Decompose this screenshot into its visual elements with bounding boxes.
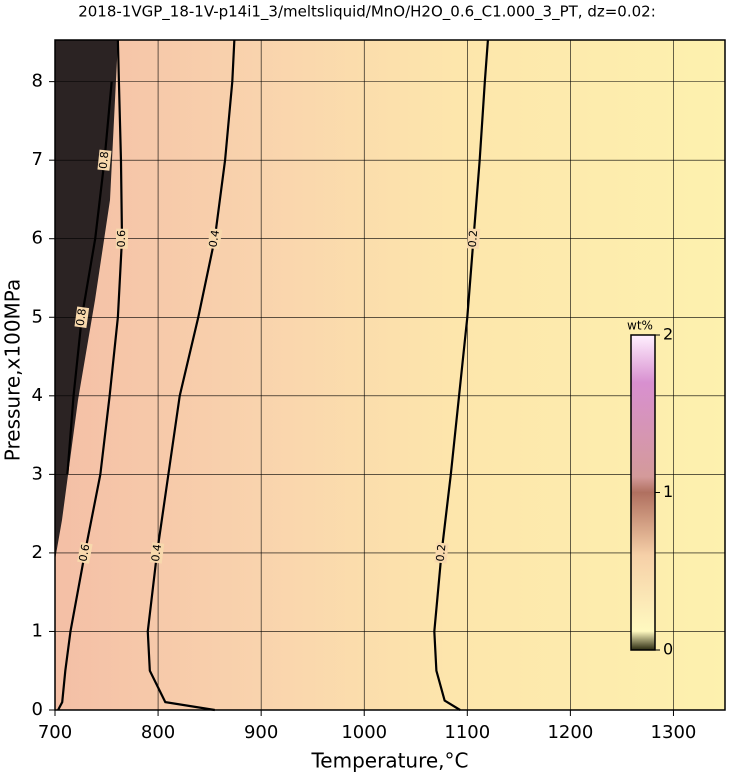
contour-label: 0.2 — [466, 228, 481, 250]
contour-label-text: 0.2 — [466, 229, 480, 247]
contour-label-bg — [207, 227, 223, 250]
contour-label-bg — [149, 542, 165, 564]
x-axis-label: Temperature,°C — [310, 749, 468, 773]
contour-label: 0.4 — [206, 227, 223, 250]
x-tick-label: 800 — [141, 722, 175, 743]
plot-area — [55, 40, 725, 710]
contour-line — [433, 39, 490, 711]
contour-label-bg — [466, 228, 481, 250]
contour-label-text: 0.8 — [74, 308, 89, 327]
y-tick-label: 4 — [32, 385, 43, 406]
y-tick-label: 3 — [32, 463, 43, 484]
contour-label-text: 0.4 — [149, 543, 164, 562]
contour-label: 0.2 — [434, 542, 449, 564]
x-tick-label: 700 — [38, 722, 72, 743]
contour-line — [57, 39, 124, 711]
x-tick-label: 1000 — [341, 722, 387, 743]
contour-label-bg — [97, 149, 112, 171]
y-tick-label: 7 — [32, 149, 43, 170]
contour-line — [66, 81, 113, 475]
y-tick-label: 8 — [32, 71, 43, 92]
contour-label-bg — [77, 541, 93, 564]
x-tick-label: 1200 — [547, 722, 593, 743]
contour-label: 0.8 — [97, 149, 112, 171]
colorbar-tick-label: 1 — [663, 482, 673, 501]
colorbar-tick-label: 0 — [663, 640, 673, 659]
y-tick-label: 6 — [32, 228, 43, 249]
contour-label-text: 0.6 — [76, 543, 92, 563]
contour-label-text: 0.6 — [115, 230, 128, 248]
contour-label-text: 0.8 — [97, 151, 112, 170]
contour-label-text: 0.4 — [206, 229, 222, 248]
x-tick-label: 1300 — [651, 722, 697, 743]
chart-title: 2018-1VGP_18-1V-p14i1_3/meltsliquid/MnO/… — [78, 3, 656, 22]
colorbar-label: wt% — [627, 319, 653, 333]
plot-frame — [54, 39, 726, 711]
y-tick-label: 2 — [32, 542, 43, 563]
colorbar — [630, 334, 656, 651]
contour-label: 0.6 — [115, 228, 129, 249]
y-axis-label: Pressure,x100MPa — [1, 279, 25, 461]
y-tick-label: 5 — [32, 306, 43, 327]
contour-line — [146, 39, 236, 712]
y-tick-label: 0 — [32, 699, 43, 720]
y-tick-label: 1 — [32, 620, 43, 641]
x-tick-label: 1100 — [444, 722, 490, 743]
contour-label-bg — [74, 306, 90, 328]
contour-label: 0.4 — [149, 542, 165, 564]
contour-label-text: 0.2 — [434, 543, 449, 562]
x-tick-label: 900 — [244, 722, 278, 743]
contour-label: 0.6 — [76, 541, 93, 564]
contour-label-bg — [434, 542, 449, 564]
contour-label: 0.8 — [74, 306, 90, 328]
contour-label-bg — [115, 228, 129, 249]
colorbar-tick-label: 2 — [663, 325, 673, 344]
